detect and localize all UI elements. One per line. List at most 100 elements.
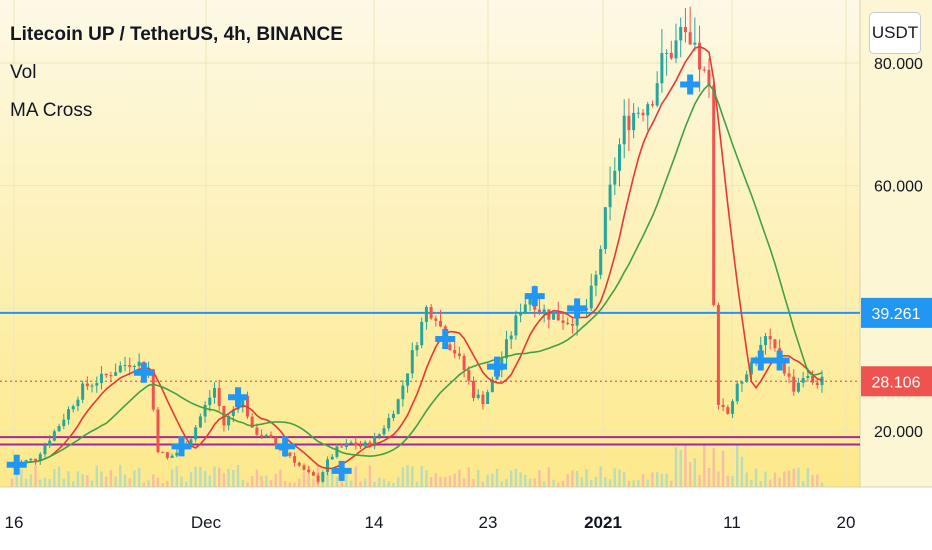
candle-body [768,336,772,340]
candle-body [589,285,593,309]
time-tick-label: 11 [723,513,741,532]
volume-bar [199,466,202,487]
volume-bar [100,471,103,487]
candle-body [255,427,259,435]
volume-bar [448,475,452,487]
candle-body [349,442,353,444]
candle-body [716,304,720,405]
volume-bar [274,473,277,487]
volume-bar [133,470,136,487]
volume-bar [354,466,357,487]
volume-bar [293,482,296,487]
candle-body [132,365,136,367]
candle-body [67,409,71,420]
candle-body [547,309,551,320]
candle-body [194,427,198,440]
candle-body [311,472,315,476]
cross-marker [331,460,352,481]
volume-bar [232,470,235,487]
candle-body [636,112,640,114]
candle-body [453,349,457,354]
volume-bar [505,478,508,487]
volume-bar [750,479,753,487]
candle-body [387,418,391,429]
volume-bar [557,482,560,487]
cross-marker [769,350,790,371]
candle-body [429,306,433,319]
candle-body [439,320,443,327]
candle-body [330,456,334,460]
volume-bar [500,481,503,487]
volume-bar [34,465,37,487]
volume-bar [392,482,395,487]
volume-bar [467,467,471,487]
legend-ma-cross[interactable]: MA Cross [10,100,93,121]
volume-bar [359,481,362,487]
candle-body [622,115,626,145]
volume-bar [373,482,376,487]
volume-bar [778,477,781,487]
candle-body [410,350,414,374]
volume-bar [283,481,287,487]
volume-bar [816,474,819,487]
currency-button[interactable]: USDT [869,12,921,54]
cross-marker [750,350,771,371]
candle-body [363,442,367,447]
cross-marker [487,356,508,377]
volume-bar [641,474,645,487]
candle-body [552,313,556,320]
volume-bar [123,474,127,487]
volume-bar [213,466,216,487]
candle-body [504,339,508,359]
volume-bar [524,474,527,487]
volume-bar [246,482,249,487]
volume-bar [340,475,343,487]
volume-bar [10,478,14,487]
volume-bar [378,477,381,487]
volume-bar [288,482,292,487]
candle-body [712,85,716,305]
price-label-blue-line [861,297,932,328]
candle-body [688,32,692,45]
volume-bar [745,472,748,487]
candle-body [29,458,33,461]
candle-body [467,370,471,381]
legend-symbol-title[interactable]: Litecoin UP / TetherUS, 4h, BINANCE [10,24,343,45]
volume-bar [773,472,777,487]
candle-body [48,440,52,446]
cross-marker [133,362,154,383]
candle-body [448,344,452,350]
volume-bar [599,466,602,487]
candle-body [189,439,193,447]
cross-marker [171,436,192,457]
candle-body [490,379,494,393]
volume-bar [429,477,433,487]
legend-volume[interactable]: Vol [10,62,37,83]
candle-body [556,313,560,321]
candle-body [801,378,805,383]
candle-body [594,274,598,286]
volume-bar [241,479,244,487]
volume-bar [655,472,659,487]
volume-bar [519,472,522,487]
volume-bar [684,445,687,487]
volume-bar [604,477,607,487]
price-label-last [861,366,932,397]
volume-bar [185,481,188,487]
candle-body [749,361,753,375]
candle-body [679,26,683,41]
volume-bar [670,480,673,487]
candle-body [726,407,730,414]
candle-body [373,436,377,447]
cross-marker [228,387,249,408]
candle-body [203,405,207,417]
volume-bar [665,473,668,487]
volume-bar [142,482,146,487]
ma-fast-line [11,45,823,470]
volume-bar [307,465,310,487]
volume-bar [660,473,664,487]
candle-body [665,52,669,54]
candle-body [476,394,480,398]
volume-bar [632,480,635,487]
